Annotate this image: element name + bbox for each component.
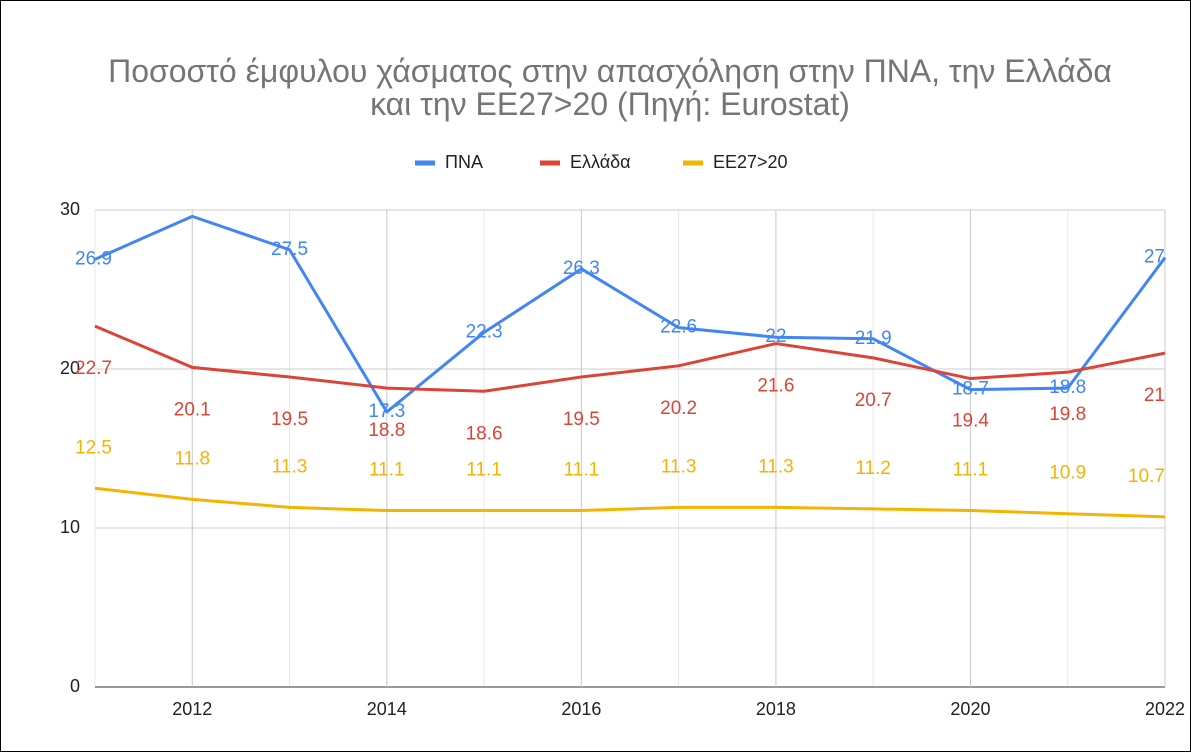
data-label: 10.7	[1128, 466, 1165, 487]
data-label: 26.9	[75, 248, 112, 269]
data-label: 18.8	[1049, 377, 1086, 398]
data-label: 11.8	[174, 448, 210, 469]
y-tick-label: 0	[70, 676, 80, 696]
chart-title: Ποσοστό έμφυλου χάσματος στην απασχόληση…	[108, 53, 1112, 122]
series-line	[94, 324, 1166, 393]
x-tick-label: 2020	[950, 699, 990, 719]
x-tick-label: 2012	[172, 699, 212, 719]
data-label: 21	[1144, 385, 1165, 406]
data-label: 18.8	[368, 420, 405, 441]
series-line	[94, 214, 1167, 414]
data-label: 20.7	[855, 390, 892, 411]
data-label: 11.1	[564, 460, 600, 481]
legend-label: ΠΝΑ	[445, 152, 483, 172]
x-tick-label: 2016	[561, 699, 601, 719]
y-tick-label: 10	[60, 517, 80, 537]
data-label: 27	[1144, 247, 1165, 268]
data-label: 19.5	[563, 409, 600, 430]
data-label: 21.6	[757, 376, 794, 397]
data-label: 19.5	[271, 409, 308, 430]
data-label: 22.7	[75, 358, 112, 379]
data-label: 11.2	[855, 458, 891, 479]
data-label: 11.1	[953, 460, 989, 481]
data-label: 21.9	[855, 328, 892, 349]
data-label: 22.3	[466, 321, 503, 342]
legend-label: ΕΕ27>20	[713, 152, 788, 172]
data-label: 22.6	[660, 317, 697, 338]
y-tick-label: 30	[60, 199, 80, 219]
data-label: 20.1	[174, 399, 211, 420]
data-label: 11.3	[661, 456, 697, 477]
data-label: 11.3	[758, 456, 794, 477]
series-line	[94, 486, 1166, 519]
data-label: 19.8	[1049, 404, 1086, 425]
x-tick-label: 2014	[367, 699, 407, 719]
data-label: 18.7	[952, 379, 989, 400]
data-label: 22	[765, 326, 786, 347]
data-label: 12.5	[75, 437, 112, 458]
x-tick-label: 2022	[1145, 699, 1185, 719]
data-label: 19.4	[952, 411, 989, 432]
data-label: 26.3	[563, 258, 600, 279]
x-tick-label: 2018	[756, 699, 796, 719]
data-label: 20.2	[660, 398, 697, 419]
y-tick-label: 20	[60, 358, 80, 378]
legend-label: Ελλάδα	[570, 152, 631, 172]
data-label: 11.3	[272, 456, 308, 477]
data-label: 27.5	[271, 239, 308, 260]
data-label: 11.1	[369, 460, 405, 481]
data-label: 17.3	[368, 401, 405, 422]
data-label: 18.6	[466, 423, 503, 444]
data-label: 10.9	[1049, 463, 1086, 484]
data-label: 11.1	[466, 460, 502, 481]
